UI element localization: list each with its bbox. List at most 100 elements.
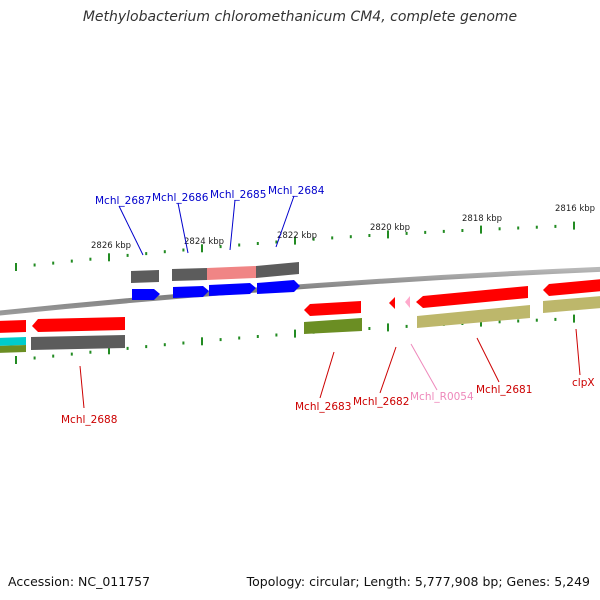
tick-label-2822: 2822 kbp: [277, 231, 317, 241]
ruler-minor-tick: [145, 345, 148, 349]
tick-label-2824: 2824 kbp: [184, 237, 224, 247]
gene-arrow-clpx[interactable]: [543, 279, 600, 296]
ruler-major-tick: [294, 236, 296, 245]
cog-block: [543, 296, 600, 313]
ruler-minor-tick: [275, 333, 278, 337]
ruler-minor-tick: [368, 327, 371, 330]
gene-arrow-mchl-2683[interactable]: [304, 301, 361, 316]
ruler-minor-tick: [517, 226, 520, 230]
ruler-major-tick: [294, 329, 296, 338]
ruler-minor-tick: [182, 341, 185, 345]
cog-block: [31, 335, 125, 350]
ruler-minor-tick: [461, 229, 464, 232]
gene-arrow-left-edge[interactable]: [0, 320, 26, 333]
ruler-minor-tick: [70, 352, 73, 356]
ruler-minor-tick: [182, 248, 185, 252]
cog-block: [256, 262, 299, 278]
ruler-minor-tick: [349, 235, 352, 239]
gene-label-mchl-2682[interactable]: Mchl_2682: [353, 396, 409, 408]
ruler-major-tick: [387, 230, 389, 239]
gene-arrow-mchl-2685[interactable]: [209, 283, 256, 296]
ruler-minor-tick: [163, 250, 166, 254]
ruler-minor-tick: [256, 335, 259, 338]
gene-arrow-mchl-2688[interactable]: [32, 317, 125, 332]
accession-label: Accession: NC_011757: [8, 574, 151, 589]
cog-block: [131, 270, 159, 283]
gene-arrow-mchl-2684[interactable]: [257, 280, 300, 294]
ruler-minor-tick: [219, 245, 222, 249]
gene-label-mchl-2687[interactable]: Mchl_2687: [95, 195, 151, 207]
cog-block: [172, 268, 207, 281]
trna-arrow-mchl-r0054[interactable]: [405, 296, 410, 308]
ruler-minor-tick: [33, 356, 36, 360]
gene-label-mchl-2688[interactable]: Mchl_2688: [61, 414, 117, 426]
ruler-minor-tick: [535, 225, 538, 229]
tick-label-2818: 2818 kbp: [462, 214, 502, 224]
gene-arrow-mchl-2686[interactable]: [173, 286, 209, 298]
ruler-minor-tick: [498, 227, 501, 231]
ruler-minor-tick: [219, 338, 222, 342]
ruler-minor-tick: [238, 336, 241, 340]
ruler-major-tick: [15, 263, 17, 271]
gene-label-mchl-r0054[interactable]: Mchl_R0054: [410, 391, 474, 403]
gene-labels: Mchl_2687 Mchl_2686 Mchl_2685 Mchl_2684 …: [61, 185, 595, 426]
ruler-minor-tick: [331, 236, 334, 240]
cog-block: [0, 345, 26, 353]
ruler-minor-tick: [238, 243, 241, 247]
ruler-minor-tick: [312, 237, 315, 241]
ruler-major-tick: [201, 337, 203, 346]
ruler-minor-tick: [424, 230, 427, 234]
ruler-minor-tick: [517, 319, 520, 323]
gene-label-clpx[interactable]: clpX: [572, 377, 595, 389]
ruler-major-tick: [573, 314, 575, 323]
ruler-minor-tick: [163, 343, 166, 347]
gene-label-mchl-2684[interactable]: Mchl_2684: [268, 185, 325, 197]
ruler-major-tick: [15, 356, 17, 364]
cds-reverse-track: [0, 279, 600, 333]
ruler-minor-tick: [126, 346, 129, 350]
tick-label-2820: 2820 kbp: [370, 223, 410, 233]
page-title: Methylobacterium chloromethanicum CM4, c…: [82, 9, 518, 25]
tick-label-2826: 2826 kbp: [91, 241, 131, 251]
gene-label-mchl-2685[interactable]: Mchl_2685: [210, 189, 266, 201]
ruler-major-tick: [201, 244, 203, 253]
ruler-minor-tick: [535, 318, 538, 322]
gene-label-mchl-2686[interactable]: Mchl_2686: [152, 192, 209, 204]
cog-block: [417, 305, 530, 328]
ruler-minor-tick: [52, 354, 55, 358]
cds-forward-track: [132, 280, 300, 300]
genome-summary: Topology: circular; Length: 5,777,908 bp…: [246, 574, 590, 589]
ruler-minor-tick: [368, 234, 371, 237]
ruler-minor-tick: [126, 253, 129, 257]
gene-arrow-mchl-2687[interactable]: [132, 289, 160, 300]
ruler-minor-tick: [275, 240, 278, 244]
ruler-minor-tick: [89, 257, 92, 261]
ruler-minor-tick: [89, 350, 92, 354]
ruler-minor-tick: [33, 263, 36, 267]
gene-arrow-mchl-2681[interactable]: [416, 286, 528, 308]
gene-label-mchl-2683[interactable]: Mchl_2683: [295, 401, 351, 413]
ruler-minor-tick: [405, 324, 408, 328]
ruler-minor-tick: [70, 259, 73, 263]
gene-label-mchl-2681[interactable]: Mchl_2681: [476, 384, 532, 396]
cog-block: [304, 318, 362, 334]
ruler-major-tick: [573, 221, 575, 230]
cog-track-upper: [131, 262, 299, 283]
ruler-major-tick: [108, 346, 110, 355]
tick-label-2816: 2816 kbp: [555, 204, 595, 214]
ruler-major-tick: [480, 225, 482, 234]
cog-block: [0, 337, 26, 346]
ruler-minor-tick: [554, 224, 557, 228]
ruler-minor-tick: [52, 261, 55, 265]
gene-arrow-mchl-2682[interactable]: [389, 297, 395, 309]
label-leaders: [79, 195, 581, 409]
ruler-minor-tick: [405, 231, 408, 235]
ruler-minor-tick: [145, 252, 148, 256]
ruler-minor-tick: [554, 317, 557, 321]
ruler-lower-track: [15, 314, 575, 364]
cog-track-lower: [0, 296, 600, 353]
ruler-major-tick: [387, 323, 389, 332]
ruler-major-tick: [480, 318, 482, 327]
ruler-major-tick: [108, 253, 110, 262]
